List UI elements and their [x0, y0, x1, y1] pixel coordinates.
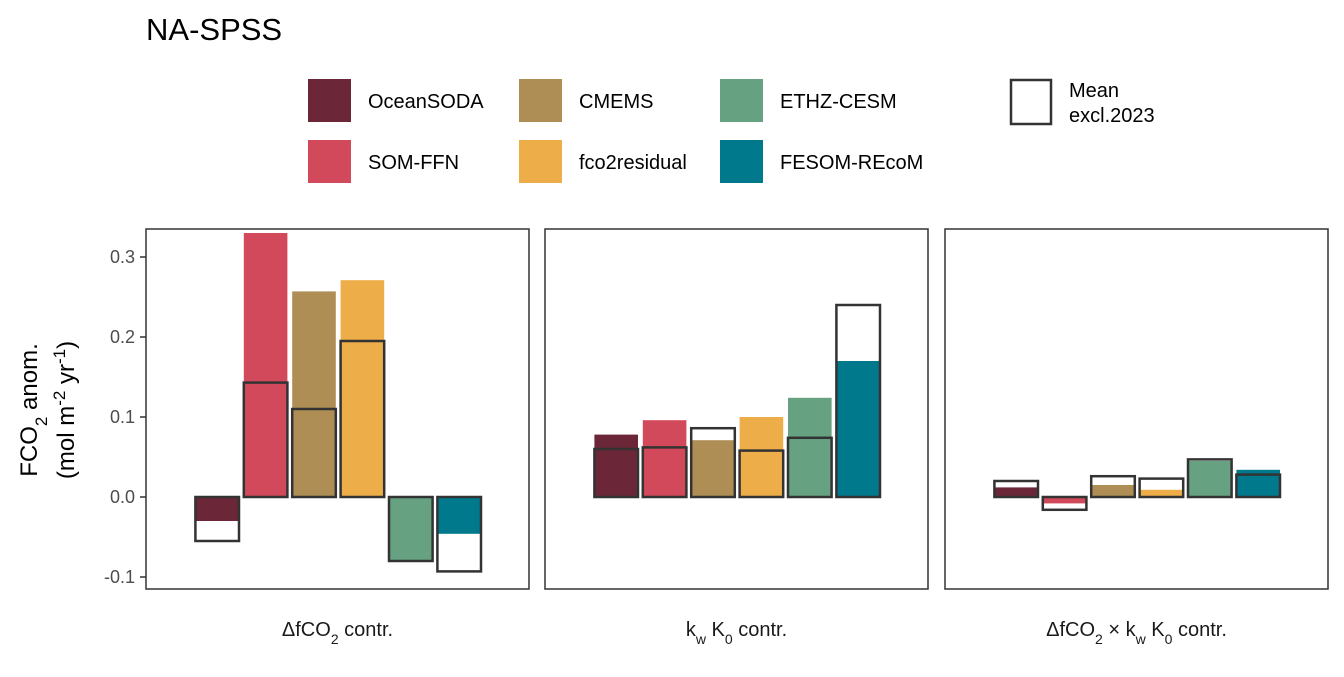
bar-fco2residual	[739, 417, 784, 497]
y-tick-label: 0.1	[110, 407, 135, 427]
bar-fesom-recom	[437, 497, 481, 534]
y-axis-label-line1: FCO2 anom.	[16, 343, 51, 477]
mean-bar-fesom-recom	[436, 495, 483, 573]
mean-bar-fco2residual	[339, 339, 386, 499]
panel-3: ΔfCO2 × kw K0 contr.	[944, 228, 1329, 647]
panel-label: ΔfCO2 × kw K0 contr.	[1046, 619, 1227, 647]
bar-ethz-cesm	[389, 497, 433, 561]
legend-key-ethz-cesm	[720, 79, 763, 122]
panel-label: ΔfCO2 contr.	[282, 619, 393, 647]
bar-som-ffn	[1042, 497, 1087, 504]
bar-cmems	[1091, 485, 1135, 497]
legend-key-fco2residual	[519, 140, 562, 183]
mean-bar-fco2residual	[738, 449, 785, 499]
mean-bar-som-ffn	[641, 446, 688, 499]
mean-bar-cmems	[290, 407, 338, 499]
legend-key-oceansoda	[308, 79, 351, 122]
mean-bar-oceansoda	[593, 447, 640, 499]
mean-bar-ethz-cesm	[387, 495, 434, 563]
bar-cmems	[691, 440, 735, 497]
mean-bar-oceansoda	[194, 495, 241, 543]
mean-bar-ethz-cesm	[1186, 458, 1233, 499]
panel-border	[544, 228, 929, 590]
mean-bar-oceansoda	[993, 479, 1040, 499]
bar-som-ffn	[243, 233, 288, 497]
legend-label-mean-line2: excl.2023	[1069, 105, 1155, 127]
panel-border	[944, 228, 1329, 590]
bar-fco2residual	[340, 280, 385, 497]
mean-bar-cmems	[1089, 474, 1137, 499]
legend-key-fesom-recom	[720, 140, 763, 183]
y-axis-label-line2: (mol m-2 yr-1)	[50, 341, 81, 479]
bar-cmems	[292, 291, 336, 497]
legend-key-mean	[1009, 78, 1053, 126]
panel-border	[145, 228, 530, 590]
mean-bar-som-ffn	[242, 381, 289, 499]
bar-oceansoda	[594, 434, 638, 497]
bar-fco2residual	[1139, 489, 1184, 497]
legend-label-ethz-cesm: ETHZ-CESM	[780, 91, 897, 113]
y-tick-label: -0.1	[104, 567, 135, 587]
y-tick-label: 0.0	[110, 487, 135, 507]
legend-key-cmems	[519, 79, 562, 122]
bar-oceansoda	[195, 497, 239, 521]
bar-oceansoda	[994, 487, 1038, 497]
bar-som-ffn	[642, 420, 687, 497]
mean-bar-fco2residual	[1138, 477, 1185, 499]
mean-bar-fesom-recom	[1235, 473, 1282, 499]
legend-label-fco2residual: fco2residual	[579, 152, 687, 174]
legend-label-som-ffn: SOM-FFN	[368, 152, 459, 174]
bar-ethz-cesm	[788, 397, 832, 497]
bar-ethz-cesm	[1188, 461, 1232, 497]
y-tick-label: 0.2	[110, 327, 135, 347]
bar-fesom-recom	[836, 361, 880, 497]
legend-key-som-ffn	[308, 140, 351, 183]
mean-bar-cmems	[689, 426, 737, 499]
legend-label-mean-line1: Mean	[1069, 80, 1119, 102]
legend-label-cmems: CMEMS	[579, 91, 653, 113]
legend-label-fesom-recom: FESOM-REcoM	[780, 152, 923, 174]
mean-bar-som-ffn	[1041, 495, 1088, 512]
mean-bar-fesom-recom	[835, 303, 882, 499]
y-tick-label: 0.3	[110, 247, 135, 267]
panel-1: ΔfCO2 contr.	[145, 228, 530, 647]
legend-label-oceansoda: OceanSODA	[368, 91, 484, 113]
mean-bar-ethz-cesm	[786, 436, 833, 499]
chart-title: NA-SPSS	[146, 12, 282, 47]
panel-2: kw K0 contr.	[544, 228, 929, 647]
panel-label: kw K0 contr.	[686, 619, 787, 647]
